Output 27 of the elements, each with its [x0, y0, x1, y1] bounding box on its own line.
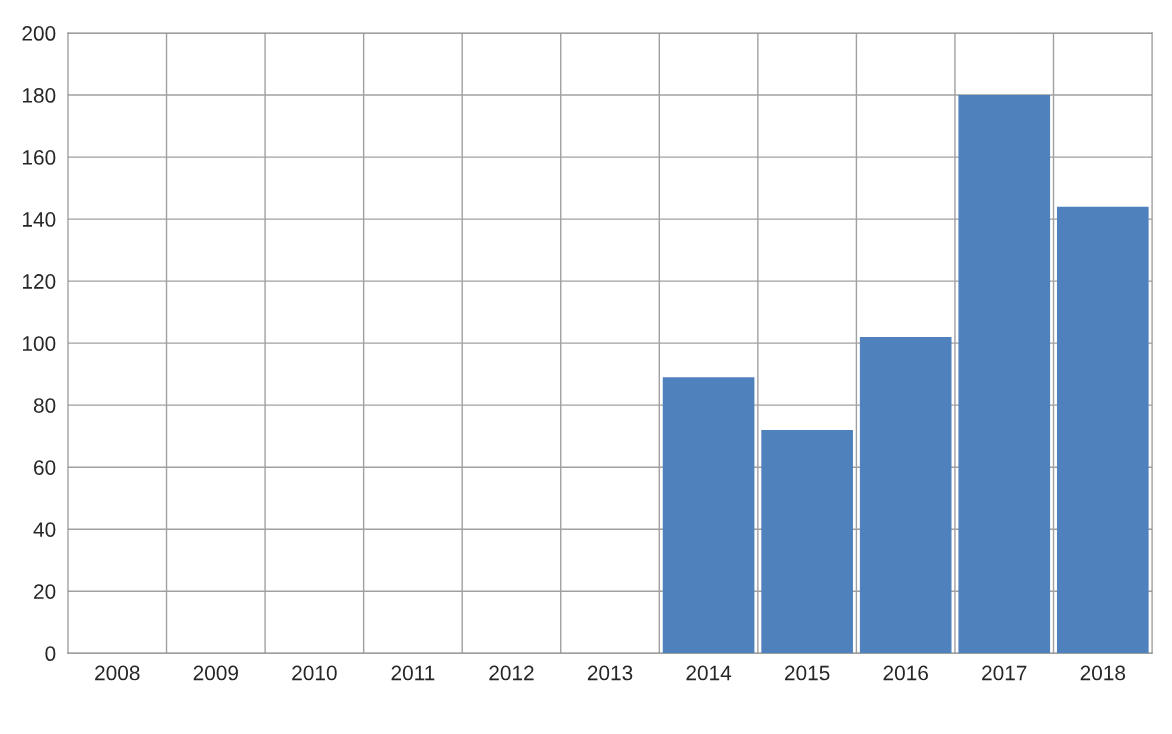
y-tick-label: 60 — [34, 460, 56, 475]
x-tick-label: 2010 — [292, 665, 337, 681]
x-tick-label: 2011 — [391, 665, 435, 681]
bar — [662, 377, 755, 654]
x-tick-label: 2014 — [686, 665, 732, 681]
y-tick-label: 80 — [33, 398, 56, 413]
y-tick-label: 100 — [23, 336, 56, 351]
bar — [1056, 206, 1149, 654]
y-tick-label: 0 — [45, 646, 56, 662]
x-tick-label: 2017 — [982, 665, 1027, 681]
y-tick-label: 180 — [23, 88, 56, 103]
bar — [958, 95, 1051, 654]
y-tick-label: 20 — [34, 584, 56, 599]
x-tick-label: 2009 — [193, 665, 238, 681]
bar — [859, 336, 952, 654]
y-tick-label: 200 — [22, 26, 56, 41]
x-tick-label: 2012 — [489, 665, 534, 681]
y-tick-label: 120 — [23, 274, 56, 289]
x-tick-label: 2018 — [1080, 665, 1126, 681]
y-tick-label: 140 — [23, 212, 56, 227]
x-tick-label: 2016 — [883, 665, 928, 681]
x-tick-label: 2013 — [587, 665, 633, 681]
x-tick-label: 2015 — [785, 665, 830, 681]
y-tick-label: 160 — [23, 150, 56, 165]
x-tick-label: 2008 — [95, 665, 140, 681]
bar — [761, 429, 853, 654]
y-tick-label: 40 — [33, 522, 56, 537]
